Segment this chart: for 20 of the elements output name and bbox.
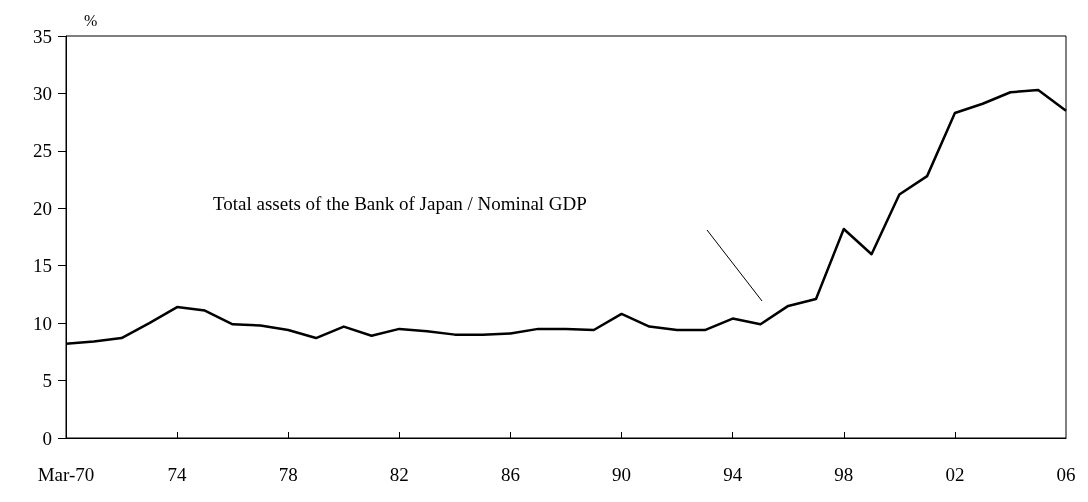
y-tick-label: 10 xyxy=(33,312,52,334)
y-tick-label: 30 xyxy=(33,82,52,104)
x-tick-label: 02 xyxy=(945,464,965,485)
x-tick-label: 06 xyxy=(1056,464,1076,485)
x-tick-label: 74 xyxy=(167,464,188,485)
x-tick-label: 94 xyxy=(723,464,743,485)
y-tick-label: 15 xyxy=(33,255,52,277)
x-tick-label: 82 xyxy=(389,464,409,485)
x-tick-label: 90 xyxy=(612,464,632,485)
x-tick-label: 98 xyxy=(834,464,854,485)
annotation: Total assets of the Bank of Japan / Nominal GDP xyxy=(213,193,587,214)
y-axis-title: % xyxy=(84,11,98,29)
y-tick-label: 20 xyxy=(33,197,52,219)
y-tick-label: 25 xyxy=(33,140,52,162)
y-tick-label: 35 xyxy=(33,25,52,47)
y-tick-label: 5 xyxy=(42,370,52,392)
x-tick-label: 78 xyxy=(278,464,298,485)
x-tick-label: 86 xyxy=(500,464,520,485)
x-tick-label: Mar-70 xyxy=(37,464,95,485)
y-tick-label: 0 xyxy=(42,427,52,449)
